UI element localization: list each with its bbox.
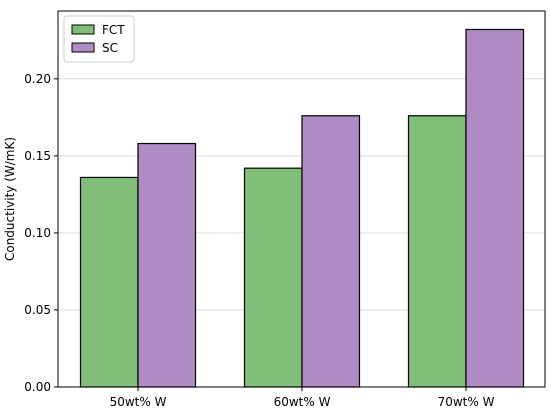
x-tick-label: 70wt% W xyxy=(438,395,495,409)
legend-label-sc: SC xyxy=(102,41,118,55)
y-tick-label: 0.15 xyxy=(24,149,51,163)
x-tick-label: 50wt% W xyxy=(110,395,167,409)
y-tick-label: 0.20 xyxy=(24,72,51,86)
y-tick-label: 0.00 xyxy=(24,380,51,394)
y-tick-label: 0.05 xyxy=(24,303,51,317)
x-tick-label: 60wt% W xyxy=(274,395,331,409)
bar-sc xyxy=(137,142,197,388)
bars xyxy=(79,28,525,388)
legend: FCT SC xyxy=(63,15,135,63)
y-tick-label: 0.10 xyxy=(24,226,51,240)
bar-sc xyxy=(301,115,361,388)
bar-fct xyxy=(407,115,467,388)
legend-label-fct: FCT xyxy=(102,23,125,37)
y-axis-ticks: 0.00 0.05 0.10 0.15 0.20 xyxy=(24,72,58,394)
bar-fct xyxy=(79,176,139,388)
x-axis-ticks: 50wt% W 60wt% W 70wt% W xyxy=(110,387,495,409)
bar-fct xyxy=(243,167,303,388)
legend-swatch-sc xyxy=(71,42,95,53)
legend-swatch-fct xyxy=(71,24,95,35)
y-axis-label: Conductivity (W/mK) xyxy=(3,137,17,261)
bar-sc xyxy=(465,28,525,388)
